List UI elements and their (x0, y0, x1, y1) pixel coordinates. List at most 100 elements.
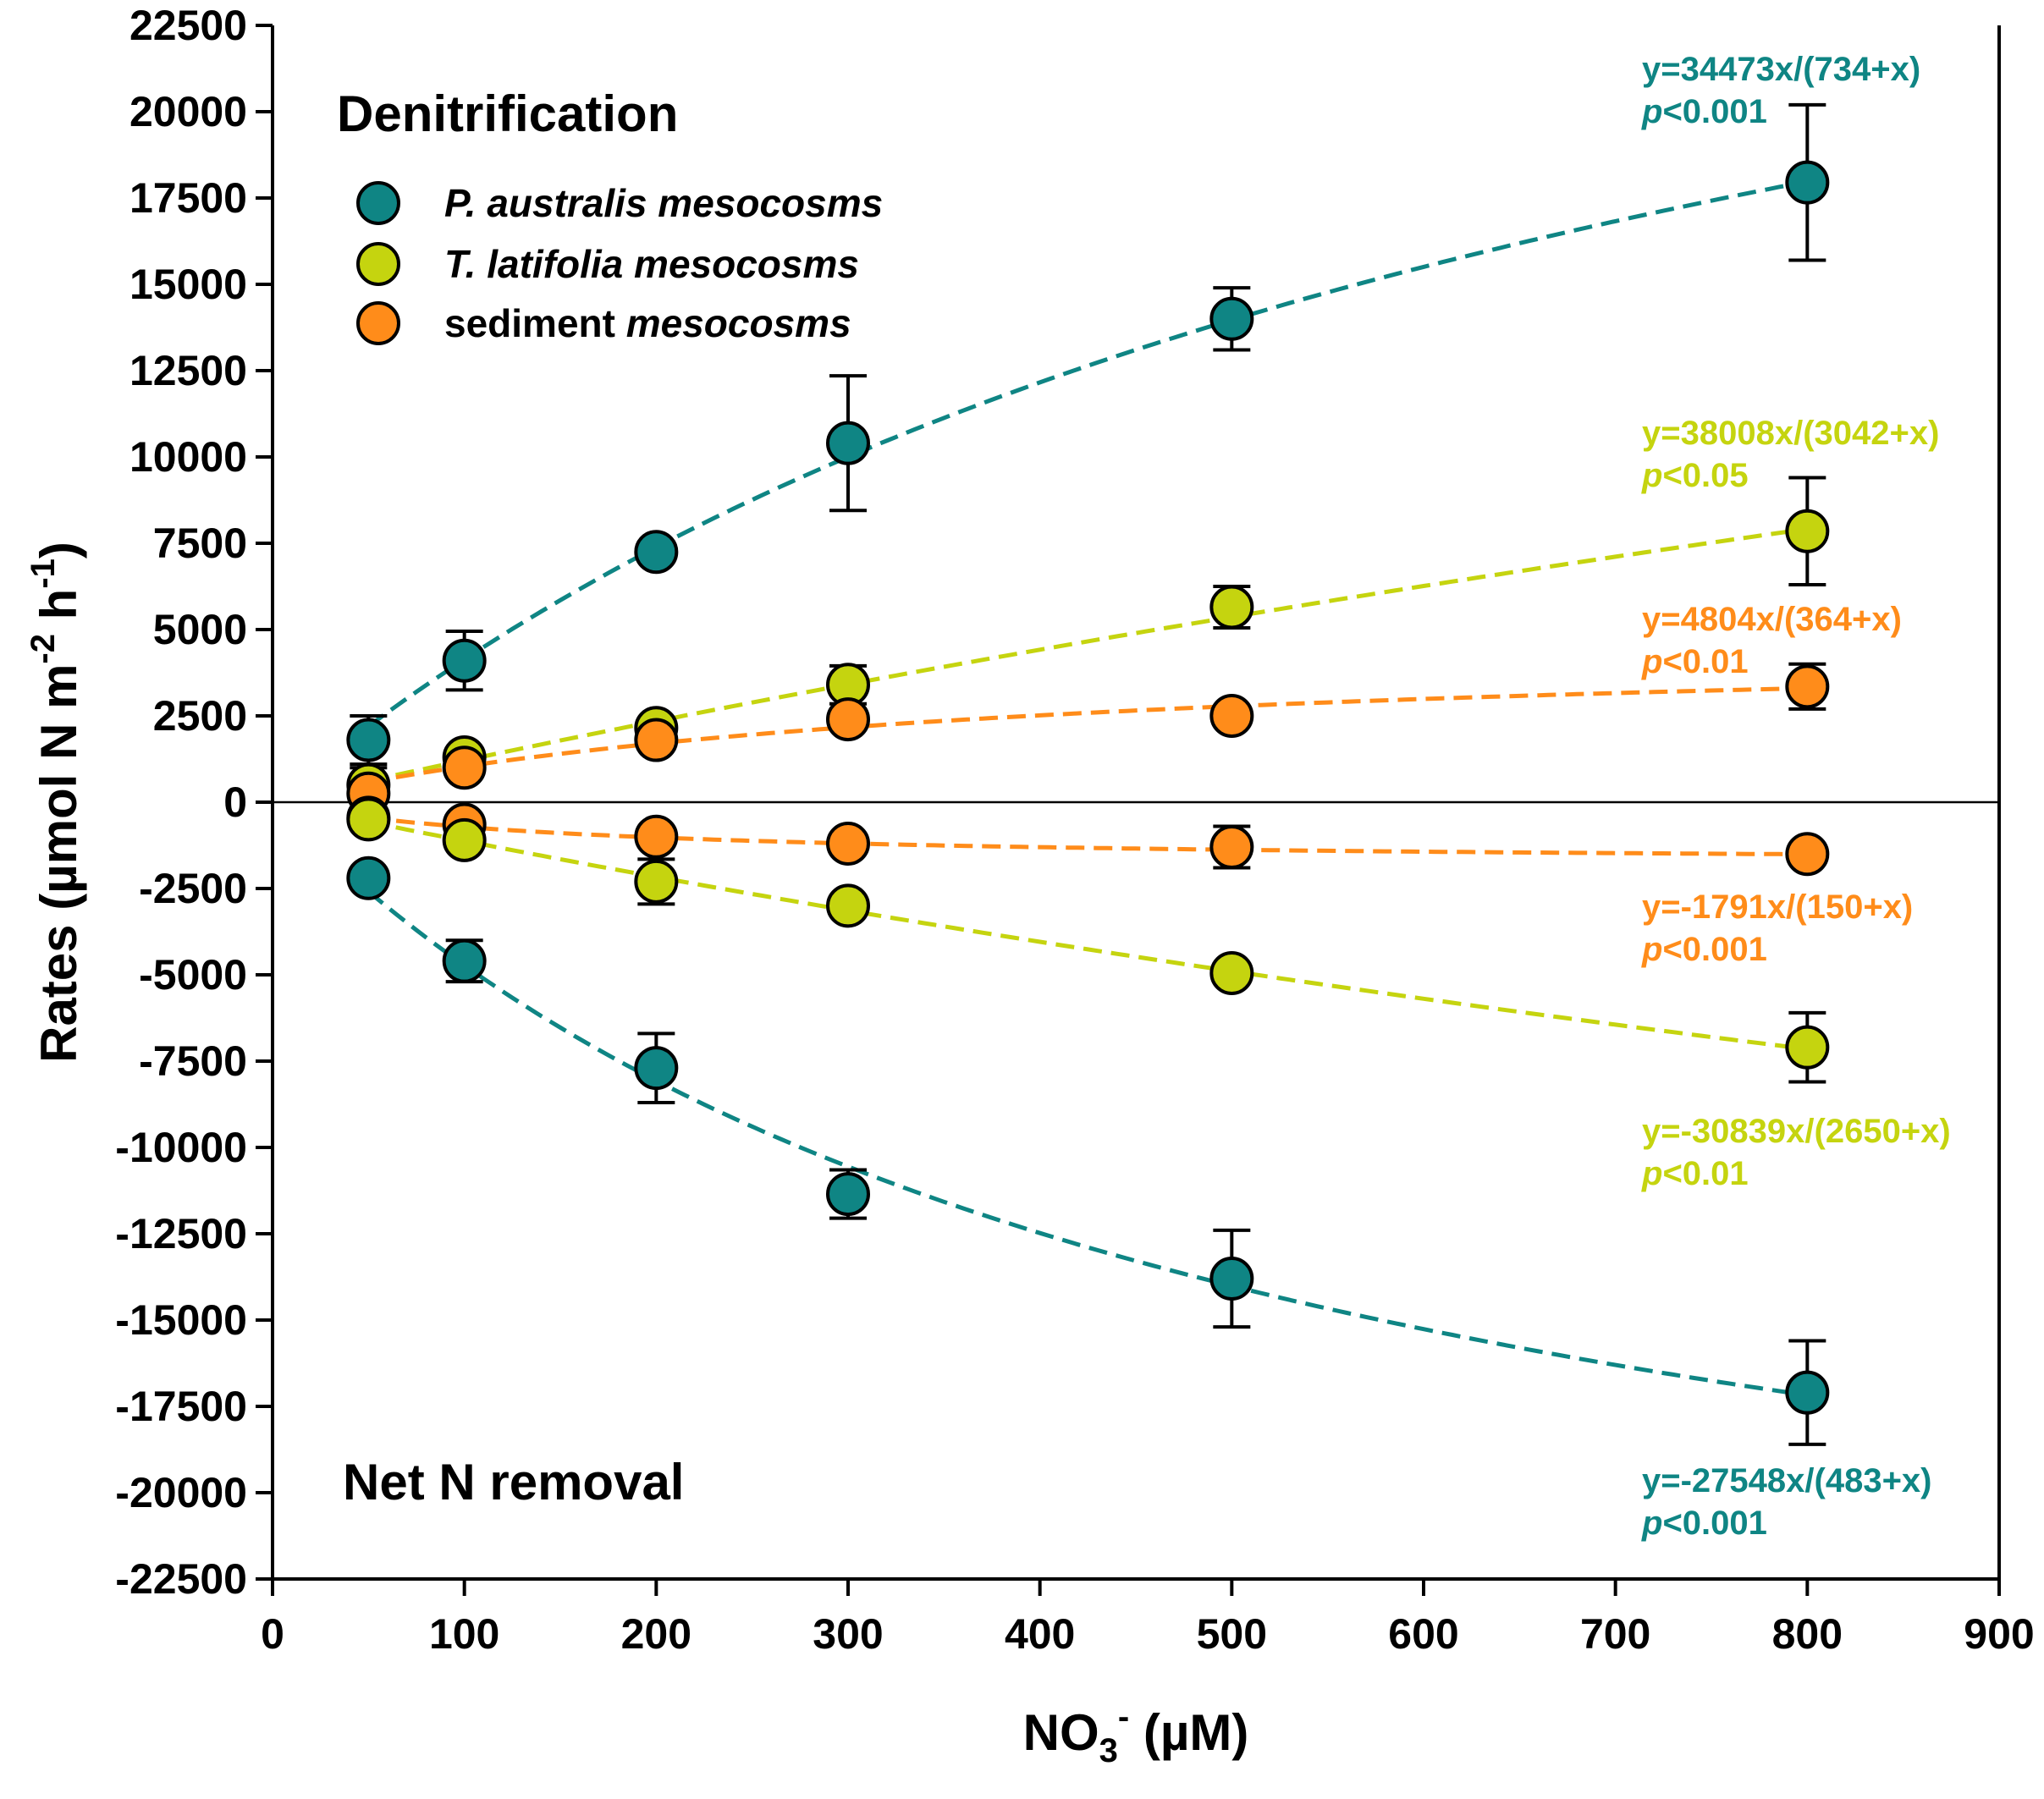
y-axis-title-superscript-1: -2 (25, 634, 62, 664)
x-tick-label: 100 (429, 1610, 499, 1658)
equation-text-1: y=38008x/(3042+x) (1642, 415, 1939, 452)
y-axis-title: Rates (µmol N m-2 h-1) (25, 542, 87, 1063)
data-point-4-2 (634, 859, 679, 904)
data-point-5-3 (826, 1172, 870, 1217)
y-tick-label: 5000 (153, 606, 247, 653)
fit-curve-3 (368, 815, 1808, 856)
data-point-4-0 (346, 797, 391, 842)
data-point-3-4 (1209, 825, 1254, 870)
y-tick-label: 10000 (129, 433, 247, 481)
legend-label-2: sediment mesocosms (444, 301, 851, 345)
x-tick-label: 800 (1772, 1610, 1843, 1658)
equation-label-2: y=4804x/(364+x) p<0.01 (1641, 601, 1902, 680)
legend-marker-2 (356, 301, 400, 345)
data-point-0-5 (1785, 160, 1830, 205)
y-tick-label: 15000 (129, 261, 247, 308)
p-value-text-4: p<0.01 (1641, 1155, 1749, 1192)
x-tick-label: 900 (1964, 1610, 2034, 1658)
legend-label-1: T. latifolia mesocosms (444, 242, 859, 286)
y-axis-title-superscript-2: -1 (25, 558, 62, 589)
y-tick-label: -2500 (139, 865, 247, 912)
y-tick-label: -20000 (115, 1469, 247, 1516)
x-tick-label: 400 (1005, 1610, 1075, 1658)
x-axis-title-subscript: 3 (1099, 1732, 1118, 1769)
fit-curve-5 (366, 889, 1808, 1398)
data-point-1-4 (1209, 585, 1254, 630)
equation-labels-layer: y=34473x/(734+x) p<0.001 y=38008x/(3042+x)… (1641, 51, 1951, 1542)
equation-label-4: y=-30839x/(2650+x) p<0.01 (1641, 1113, 1951, 1192)
legend-item-1: T. latifolia mesocosms (356, 242, 859, 286)
equation-text-3: y=-1791x/(150+x) (1642, 888, 1913, 926)
data-point-4-1 (442, 817, 487, 862)
data-point-2-4 (1209, 694, 1254, 738)
y-tick-label: -5000 (139, 951, 247, 999)
tick-labels-layer: -22500 -20000 -17500 -15000 -12500 -10000 -750… (115, 2, 2034, 1658)
data-point-2-2 (634, 718, 679, 762)
data-point-1-5 (1785, 509, 1830, 553)
data-points-layer (346, 160, 1830, 1415)
y-tick-label: 7500 (153, 520, 247, 567)
axes-layer (256, 24, 2001, 1596)
data-point-4-4 (1209, 950, 1254, 995)
data-point-0-0 (346, 718, 391, 762)
data-point-3-3 (826, 821, 870, 866)
equation-text-5: y=-27548x/(483+x) (1642, 1462, 1932, 1499)
y-tick-label: 12500 (129, 347, 247, 394)
data-point-5-2 (634, 1046, 679, 1091)
x-axis-title-unit: (µM) (1129, 1704, 1248, 1761)
legend-marker-1 (356, 242, 400, 286)
p-value-text-3: p<0.001 (1641, 931, 1767, 968)
data-point-2-5 (1785, 664, 1830, 709)
x-tick-label: 700 (1580, 1610, 1650, 1658)
fit-curves-layer (366, 179, 1808, 1398)
y-tick-label: -17500 (115, 1383, 247, 1430)
y-axis-title-main: Rates (µmol N m (30, 664, 87, 1063)
data-point-0-4 (1209, 296, 1254, 341)
data-point-3-5 (1785, 832, 1830, 877)
fit-curve-2 (367, 685, 1808, 784)
y-tick-label: -10000 (115, 1124, 247, 1171)
y-tick-label: 2500 (153, 692, 247, 740)
fit-curve-4 (367, 819, 1808, 1052)
equation-label-3: y=-1791x/(150+x) p<0.001 (1641, 888, 1913, 968)
panel-title-net-n-removal: Net N removal (343, 1454, 684, 1510)
y-axis-title-mid: h (30, 589, 87, 634)
x-axis-title: NO3- (µM) (1023, 1698, 1249, 1769)
y-axis-title-close: ) (30, 542, 87, 558)
legend: P. australis mesocosms T. latifolia mesoc… (356, 181, 883, 345)
equation-label-0: y=34473x/(734+x) p<0.001 (1641, 51, 1920, 130)
y-tick-label: 22500 (129, 2, 247, 49)
y-tick-label: 0 (223, 778, 247, 826)
data-point-0-2 (634, 530, 679, 575)
y-tick-label: 17500 (129, 174, 247, 222)
data-point-0-3 (826, 421, 870, 465)
y-tick-label: -22500 (115, 1555, 247, 1603)
equation-text-2: y=4804x/(364+x) (1642, 601, 1902, 638)
data-point-5-4 (1209, 1257, 1254, 1301)
x-tick-label: 300 (813, 1610, 883, 1658)
legend-marker-0 (356, 181, 400, 225)
data-point-3-2 (634, 814, 679, 859)
data-point-4-3 (826, 883, 870, 928)
legend-item-2: sediment mesocosms (356, 301, 851, 345)
x-tick-label: 600 (1388, 1610, 1458, 1658)
y-tick-label: 20000 (129, 88, 247, 135)
panel-title-denitrification: Denitrification (337, 85, 678, 142)
data-point-2-3 (826, 697, 870, 742)
y-tick-label: -15000 (115, 1296, 247, 1344)
equation-text-4: y=-30839x/(2650+x) (1642, 1113, 1951, 1150)
data-point-5-1 (442, 938, 487, 983)
equation-label-5: y=-27548x/(483+x) p<0.001 (1641, 1462, 1932, 1542)
legend-item-0: P. australis mesocosms (356, 181, 883, 225)
p-value-text-0: p<0.001 (1641, 93, 1767, 130)
p-value-text-2: p<0.01 (1641, 643, 1749, 680)
fit-curve-1 (367, 526, 1808, 784)
data-point-4-5 (1785, 1025, 1830, 1070)
y-tick-label: -7500 (139, 1037, 247, 1085)
p-value-text-5: p<0.001 (1641, 1505, 1767, 1542)
equation-text-0: y=34473x/(734+x) (1642, 51, 1920, 88)
x-axis-title-superscript: - (1118, 1698, 1129, 1736)
data-point-2-1 (442, 745, 487, 790)
